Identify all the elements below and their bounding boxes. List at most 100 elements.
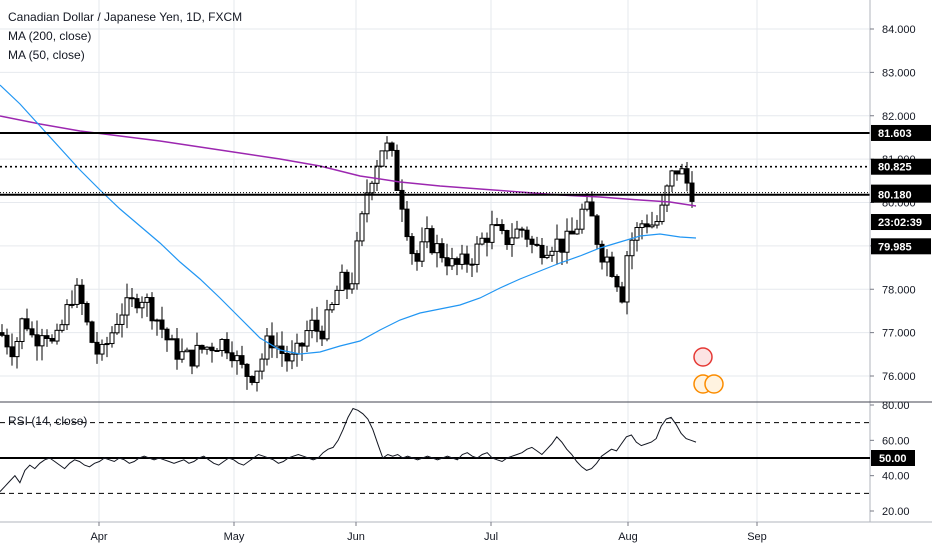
candle bbox=[519, 226, 525, 238]
candle-body bbox=[39, 335, 45, 347]
candle bbox=[469, 258, 475, 277]
symbol-title: Canadian Dollar / Japanese Yen, 1D, FXCM bbox=[8, 10, 243, 24]
candle-body bbox=[159, 319, 165, 330]
candle-body bbox=[69, 303, 75, 306]
candle bbox=[304, 320, 310, 353]
rsi-50-tag-text: 50.00 bbox=[879, 453, 907, 465]
candle bbox=[444, 243, 450, 276]
candle bbox=[544, 245, 550, 260]
candle bbox=[144, 293, 150, 317]
candle bbox=[404, 200, 410, 241]
candle bbox=[564, 218, 570, 264]
candle-body bbox=[344, 271, 350, 290]
candle-body bbox=[489, 224, 495, 243]
rsi-50-tag: 50.00 bbox=[871, 450, 915, 466]
candle-body bbox=[629, 239, 635, 257]
candle bbox=[294, 333, 300, 367]
candle bbox=[219, 338, 225, 357]
candle-body bbox=[144, 297, 150, 303]
candle-body bbox=[574, 228, 580, 235]
candle bbox=[94, 332, 100, 364]
candle-body bbox=[594, 215, 600, 245]
rsi-tick-label: 40.00 bbox=[882, 471, 910, 483]
candle-body bbox=[179, 351, 185, 360]
candle-body bbox=[134, 298, 140, 309]
candle bbox=[389, 141, 395, 157]
candle-body bbox=[129, 297, 135, 300]
candle bbox=[299, 342, 305, 361]
candle bbox=[99, 339, 105, 361]
candle-body bbox=[299, 342, 305, 347]
candle-body bbox=[679, 168, 685, 175]
price-tick-label: 78.000 bbox=[882, 284, 916, 296]
candle bbox=[479, 232, 485, 246]
candle-body bbox=[409, 236, 415, 255]
candle bbox=[649, 211, 655, 229]
ma50-legend: MA (50, close) bbox=[8, 48, 85, 62]
candle bbox=[569, 217, 575, 235]
time-tick-label: May bbox=[224, 531, 245, 543]
grid-lines bbox=[0, 0, 870, 522]
price-tick-label: 83.000 bbox=[882, 67, 916, 79]
rsi-50-tag-bg bbox=[871, 450, 915, 466]
candle bbox=[134, 293, 140, 314]
candle bbox=[44, 329, 50, 347]
candle bbox=[529, 235, 535, 254]
candle bbox=[384, 136, 390, 160]
time-axis: Apr May Jun Jul Aug Sep bbox=[0, 521, 932, 543]
candle-body bbox=[524, 229, 530, 240]
candle-body bbox=[154, 319, 160, 322]
candle bbox=[24, 308, 30, 332]
candle bbox=[374, 160, 380, 192]
candle bbox=[624, 250, 630, 315]
candle-body bbox=[224, 338, 230, 354]
candle-body bbox=[499, 224, 505, 232]
candle bbox=[454, 256, 460, 276]
candle bbox=[0, 324, 5, 338]
candle bbox=[654, 215, 660, 229]
candle-body bbox=[29, 328, 35, 336]
candle bbox=[119, 303, 125, 338]
candle-body bbox=[619, 286, 625, 303]
candle-body bbox=[229, 352, 235, 362]
candle-body bbox=[684, 168, 690, 184]
chart-legend: Canadian Dollar / Japanese Yen, 1D, FXCM… bbox=[8, 8, 242, 65]
candle bbox=[659, 194, 665, 225]
candle bbox=[149, 292, 155, 330]
candle-body bbox=[354, 240, 360, 285]
candle-body bbox=[544, 254, 550, 259]
candle bbox=[114, 313, 120, 335]
candle bbox=[489, 210, 495, 250]
time-tick-label: Sep bbox=[747, 531, 767, 543]
candle-body bbox=[424, 228, 430, 243]
candle-body bbox=[59, 324, 65, 331]
candle-body bbox=[564, 230, 570, 253]
ma200-legend: MA (200, close) bbox=[8, 29, 92, 43]
candle-body bbox=[184, 349, 190, 353]
current-price-tag: 79.985 bbox=[871, 238, 931, 255]
earnings-marker-icon bbox=[693, 347, 713, 367]
current-price-tag-text: 23:02:39 bbox=[878, 217, 922, 229]
candle-body bbox=[259, 358, 265, 372]
candle-body bbox=[124, 297, 130, 316]
candle-body bbox=[44, 335, 50, 339]
event-markers bbox=[693, 347, 724, 394]
level-price-tag-bg bbox=[871, 124, 931, 141]
candle bbox=[129, 288, 135, 308]
candle bbox=[334, 285, 340, 305]
candle bbox=[309, 308, 315, 339]
current-price-tag-text: 79.985 bbox=[878, 241, 912, 253]
candle bbox=[419, 227, 425, 268]
candle-body bbox=[384, 142, 390, 152]
candle bbox=[594, 214, 600, 250]
candle bbox=[559, 238, 565, 266]
candle-body bbox=[4, 334, 10, 348]
candle-body bbox=[109, 332, 115, 345]
candle bbox=[349, 272, 355, 294]
candle-body bbox=[0, 332, 5, 336]
candle bbox=[614, 274, 620, 292]
candle bbox=[619, 281, 625, 304]
candle-body bbox=[449, 258, 455, 267]
candle bbox=[174, 328, 180, 370]
